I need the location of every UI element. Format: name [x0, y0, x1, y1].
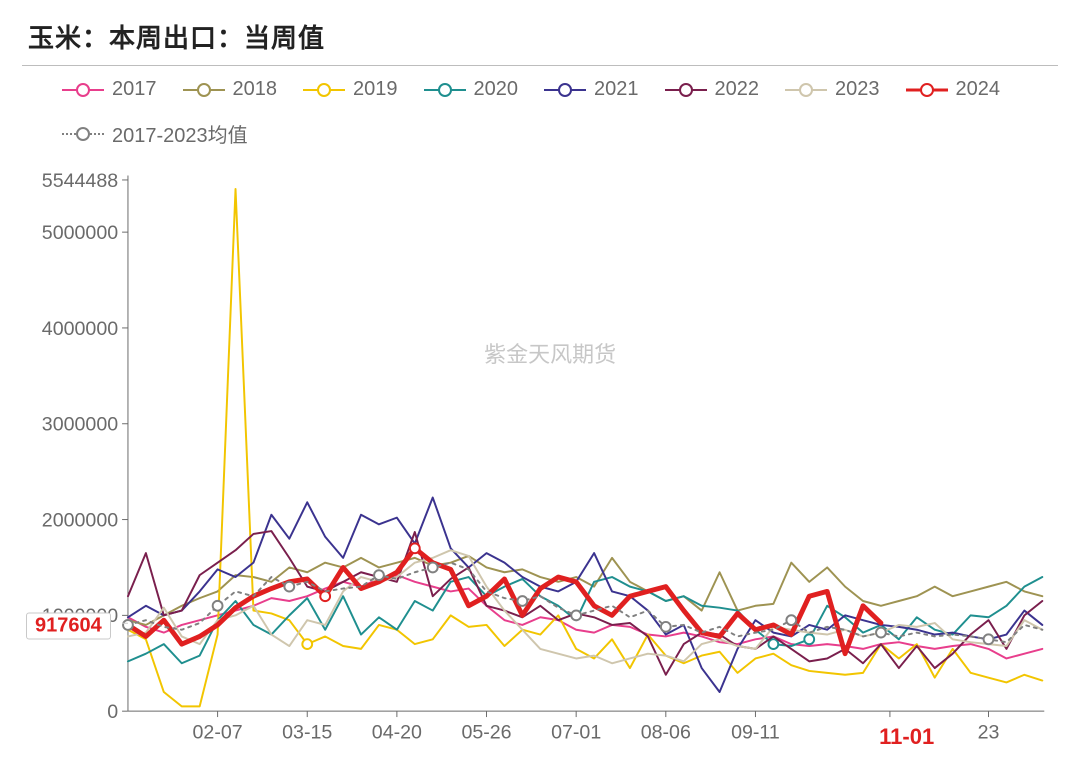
- legend-swatch: [303, 82, 345, 98]
- legend-item-y2020[interactable]: 2020: [424, 78, 519, 101]
- legend-label: 2018: [233, 78, 278, 101]
- svg-text:23: 23: [978, 722, 1000, 744]
- svg-text:08-06: 08-06: [641, 722, 691, 744]
- legend-label: 2020: [474, 78, 519, 101]
- svg-text:04-20: 04-20: [372, 722, 422, 744]
- line-chart-svg: 0100000020000003000000400000050000005544…: [22, 156, 1058, 766]
- svg-text:0: 0: [107, 701, 118, 723]
- legend-swatch: [424, 82, 466, 98]
- svg-text:3000000: 3000000: [42, 414, 118, 436]
- svg-text:5544488: 5544488: [42, 170, 118, 192]
- legend-swatch: [183, 82, 225, 98]
- y-axis-callout: 917604: [26, 613, 111, 640]
- legend-swatch: [544, 82, 586, 98]
- title-divider: [22, 65, 1058, 66]
- legend-label: 2024: [956, 78, 1001, 101]
- svg-text:02-07: 02-07: [193, 722, 243, 744]
- legend-label: 2023: [835, 78, 880, 101]
- svg-text:2000000: 2000000: [42, 509, 118, 531]
- legend-label: 2017-2023均值: [112, 119, 248, 148]
- legend-item-y2022[interactable]: 2022: [665, 78, 760, 101]
- legend-item-avg[interactable]: 2017-2023均值: [62, 119, 248, 148]
- legend: 2017 2018 2019 2020 2021 2022 2023 2024 2017-202…: [22, 74, 1058, 156]
- legend-label: 2022: [715, 78, 760, 101]
- legend-swatch: [906, 82, 948, 98]
- svg-text:03-15: 03-15: [282, 722, 332, 744]
- legend-swatch: [62, 126, 104, 142]
- svg-text:4000000: 4000000: [42, 318, 118, 340]
- legend-label: 2019: [353, 78, 398, 101]
- svg-text:09-11: 09-11: [731, 722, 780, 744]
- legend-item-y2021[interactable]: 2021: [544, 78, 639, 101]
- svg-text:07-01: 07-01: [551, 722, 601, 744]
- legend-item-y2024[interactable]: 2024: [906, 78, 1001, 101]
- x-axis-highlight-label: 11-01: [879, 724, 934, 750]
- svg-text:5000000: 5000000: [42, 222, 118, 244]
- legend-swatch: [785, 82, 827, 98]
- svg-text:05-26: 05-26: [461, 722, 511, 744]
- legend-swatch: [62, 82, 104, 98]
- chart-container: 玉米：本周出口：当周值 2017 2018 2019 2020 2021 2022 2023…: [0, 0, 1080, 783]
- legend-item-y2018[interactable]: 2018: [183, 78, 278, 101]
- legend-label: 2021: [594, 78, 639, 101]
- legend-item-y2019[interactable]: 2019: [303, 78, 398, 101]
- legend-swatch: [665, 82, 707, 98]
- legend-item-y2023[interactable]: 2023: [785, 78, 880, 101]
- chart-title: 玉米：本周出口：当周值: [28, 18, 1058, 55]
- legend-label: 2017: [112, 78, 157, 101]
- legend-item-y2017[interactable]: 2017: [62, 78, 157, 101]
- plot-area: 0100000020000003000000400000050000005544…: [22, 156, 1058, 766]
